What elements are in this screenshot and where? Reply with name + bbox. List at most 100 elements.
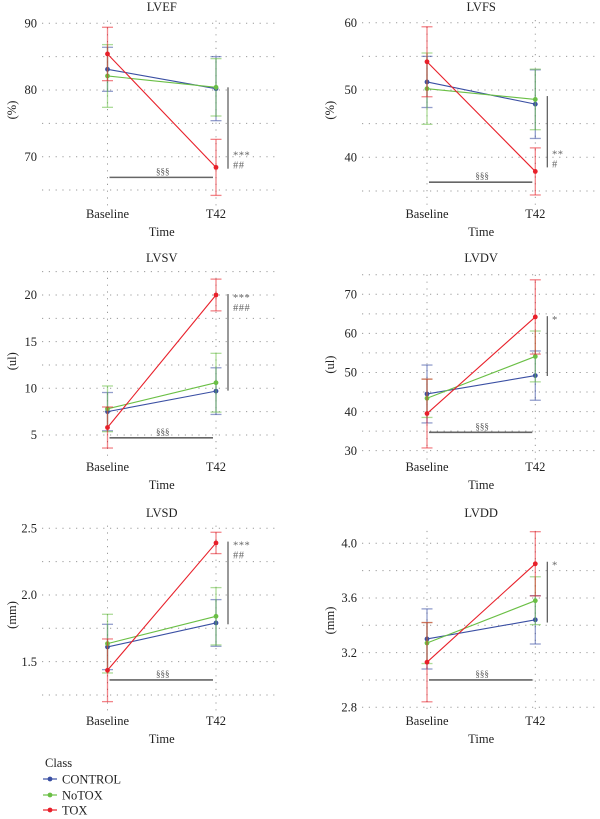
series-control <box>102 598 222 671</box>
data-point <box>213 292 219 298</box>
y-tick-label: 15 <box>25 335 38 349</box>
significance-label-group: * <box>552 561 558 572</box>
significance-label-group: # <box>552 159 558 170</box>
significance-label-group: *** <box>233 541 250 552</box>
x-tick-label: T42 <box>525 714 545 728</box>
panel-title: LVEF <box>147 0 177 14</box>
data-point <box>424 411 430 416</box>
data-point <box>213 613 219 619</box>
significance-label-group: * <box>552 315 558 326</box>
legend-item-notox: NoTOX <box>43 789 103 803</box>
data-point <box>532 354 538 359</box>
y-axis-label: (mm) <box>5 601 19 629</box>
legend-label: NoTOX <box>62 789 103 803</box>
legend-title: Class <box>45 756 72 770</box>
series-line <box>107 382 217 410</box>
series-control <box>102 367 222 432</box>
legend-item-control: CONTROL <box>43 773 121 787</box>
y-tick-label: 50 <box>345 366 358 380</box>
x-axis-label: Time <box>468 478 494 492</box>
series-line <box>426 81 536 105</box>
panel-title: LVDV <box>464 251 498 265</box>
data-point <box>105 667 110 673</box>
legend: Class CONTROL NoTOX TOX <box>43 756 121 818</box>
series-tox <box>102 531 222 703</box>
series-line <box>107 294 217 428</box>
significance-label-group: ## <box>233 551 245 562</box>
series-notox <box>102 586 222 674</box>
series-notox <box>102 43 222 117</box>
significance-label-time: §§§ <box>156 427 170 437</box>
panel-title: LVDD <box>464 506 498 520</box>
data-point <box>532 598 538 604</box>
panel-title: LVSV <box>146 251 178 265</box>
significance-label-time: §§§ <box>156 166 170 176</box>
x-tick-label: T42 <box>525 207 545 221</box>
panel-title: LVSD <box>146 506 178 520</box>
y-tick-label: 4.0 <box>341 536 357 550</box>
y-tick-label: 2.0 <box>21 588 37 602</box>
x-axis-label: Time <box>149 732 175 746</box>
significance-label-group: *** <box>233 151 250 162</box>
x-axis-label: Time <box>149 478 175 492</box>
legend-label: CONTROL <box>62 773 121 787</box>
series-line <box>426 88 536 100</box>
data-point <box>213 380 219 386</box>
y-tick-label: 50 <box>345 83 358 97</box>
x-tick-label: Baseline <box>405 207 448 221</box>
data-point <box>532 314 538 320</box>
legend-dot-marker <box>47 807 53 813</box>
series-line <box>426 375 536 395</box>
y-tick-label: 3.6 <box>341 591 357 605</box>
series-line <box>426 61 536 172</box>
panel-lvdv: LVDV 30 40 50 60 70 (ul) Baseline T42 Time §§§ * <box>323 251 598 492</box>
x-tick-label: Baseline <box>86 207 129 221</box>
x-axis-label: Time <box>468 225 494 239</box>
panel-lvfs: LVFS 40 50 60 (%) Baseline T42 Time §§§ **# <box>323 0 598 239</box>
series-control <box>421 55 541 140</box>
x-tick-label: Baseline <box>86 714 129 728</box>
series-notox <box>102 352 222 433</box>
series-control <box>102 46 222 122</box>
y-tick-label: 80 <box>25 83 38 97</box>
panel-lvsd: LVSD 1.5 2.0 2.5 (mm) Baseline T42 Time §§§ ***## <box>5 506 280 746</box>
significance-label-time: §§§ <box>475 421 489 431</box>
series-line <box>107 75 217 88</box>
x-tick-label: T42 <box>206 207 226 221</box>
legend-dot-marker <box>47 792 53 798</box>
panel-title: LVFS <box>466 0 495 14</box>
series-tox <box>421 531 541 703</box>
data-point <box>213 540 219 546</box>
data-point <box>213 164 219 170</box>
y-tick-label: 70 <box>345 287 358 301</box>
significance-label-group: ### <box>233 303 251 314</box>
legend-label: TOX <box>62 804 87 818</box>
legend-item-tox: TOX <box>43 804 87 818</box>
y-axis-label: (ul) <box>323 356 337 374</box>
series-line <box>107 622 217 648</box>
series-control <box>421 594 541 670</box>
y-tick-label: 40 <box>345 405 358 419</box>
data-point <box>532 169 538 174</box>
series-line <box>426 619 536 640</box>
x-tick-label: T42 <box>525 460 545 474</box>
data-point <box>532 561 538 567</box>
x-axis-label: Time <box>468 732 494 746</box>
y-axis-label: (ul) <box>5 352 19 370</box>
y-tick-label: 3.2 <box>341 646 357 660</box>
data-point <box>424 659 430 665</box>
panel-lvdd: LVDD 2.8 3.2 3.6 4.0 (mm) Baseline T42 Time §§§ * <box>323 506 598 746</box>
x-tick-label: T42 <box>206 714 226 728</box>
data-point <box>213 84 219 90</box>
x-axis-label: Time <box>149 225 175 239</box>
y-tick-label: 90 <box>25 16 38 30</box>
series-line <box>426 355 536 399</box>
series-tox <box>102 26 222 197</box>
series-line <box>107 53 217 168</box>
y-axis-label: (mm) <box>323 607 337 635</box>
legend-dot-marker <box>47 776 53 782</box>
x-tick-label: T42 <box>206 460 226 474</box>
significance-label-time: §§§ <box>156 669 170 679</box>
y-tick-label: 1.5 <box>21 655 37 669</box>
panel-lvef: LVEF 70 80 90 (%) Baseline T42 Time §§§ ***## <box>5 0 280 239</box>
